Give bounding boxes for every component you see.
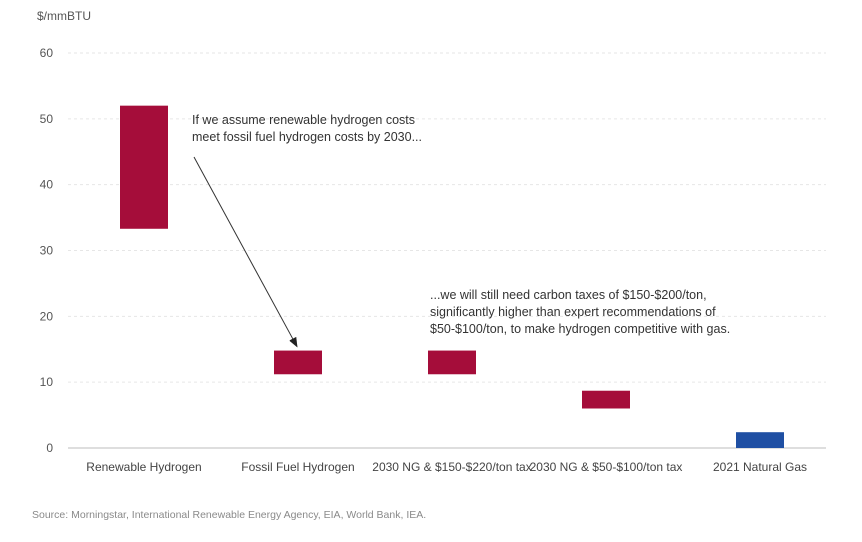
annotation-line: meet fossil fuel hydrogen costs by 2030.… xyxy=(192,130,422,144)
y-tick-label: 30 xyxy=(40,244,54,258)
annotation-line: ...we will still need carbon taxes of $1… xyxy=(430,288,707,302)
bars xyxy=(120,105,784,448)
y-axis-unit-label: $/mmBTU xyxy=(37,9,91,23)
bar-4 xyxy=(736,432,784,448)
annotation-0: If we assume renewable hydrogen costs mee… xyxy=(192,113,422,144)
annotation-line: $50-$100/ton, to make hydrogen competiti… xyxy=(430,322,730,336)
annotations: If we assume renewable hydrogen costs mee… xyxy=(192,113,730,336)
source-note: Source: Morningstar, International Renew… xyxy=(32,509,427,521)
category-label: 2021 Natural Gas xyxy=(713,460,807,474)
y-tick-label: 40 xyxy=(40,178,54,192)
annotation-arrow xyxy=(193,156,298,348)
y-tick-label: 0 xyxy=(46,441,53,455)
y-tick-label: 60 xyxy=(40,46,54,60)
category-label: 2030 NG & $150-$220/ton tax xyxy=(372,460,531,474)
bar-0 xyxy=(120,105,168,229)
category-label: Renewable Hydrogen xyxy=(86,460,201,474)
annotation-1: ...we will still need carbon taxes of $1… xyxy=(430,288,730,336)
annotation-line: significantly higher than expert recomme… xyxy=(430,305,716,319)
y-tick-label: 50 xyxy=(40,112,54,126)
x-axis-categories: Renewable Hydrogen Fossil Fuel Hydrogen 20… xyxy=(86,460,807,474)
y-tick-label: 20 xyxy=(40,309,54,323)
category-label: Fossil Fuel Hydrogen xyxy=(241,460,354,474)
bar-1 xyxy=(274,350,322,375)
bar-2 xyxy=(428,350,476,375)
y-tick-label: 10 xyxy=(40,375,54,389)
annotation-line: If we assume renewable hydrogen costs xyxy=(192,113,415,127)
gridlines xyxy=(68,52,826,449)
category-label: 2030 NG & $50-$100/ton tax xyxy=(530,460,683,474)
bar-3 xyxy=(582,390,630,409)
y-axis-ticks: 0 10 20 30 40 50 60 xyxy=(40,46,54,455)
